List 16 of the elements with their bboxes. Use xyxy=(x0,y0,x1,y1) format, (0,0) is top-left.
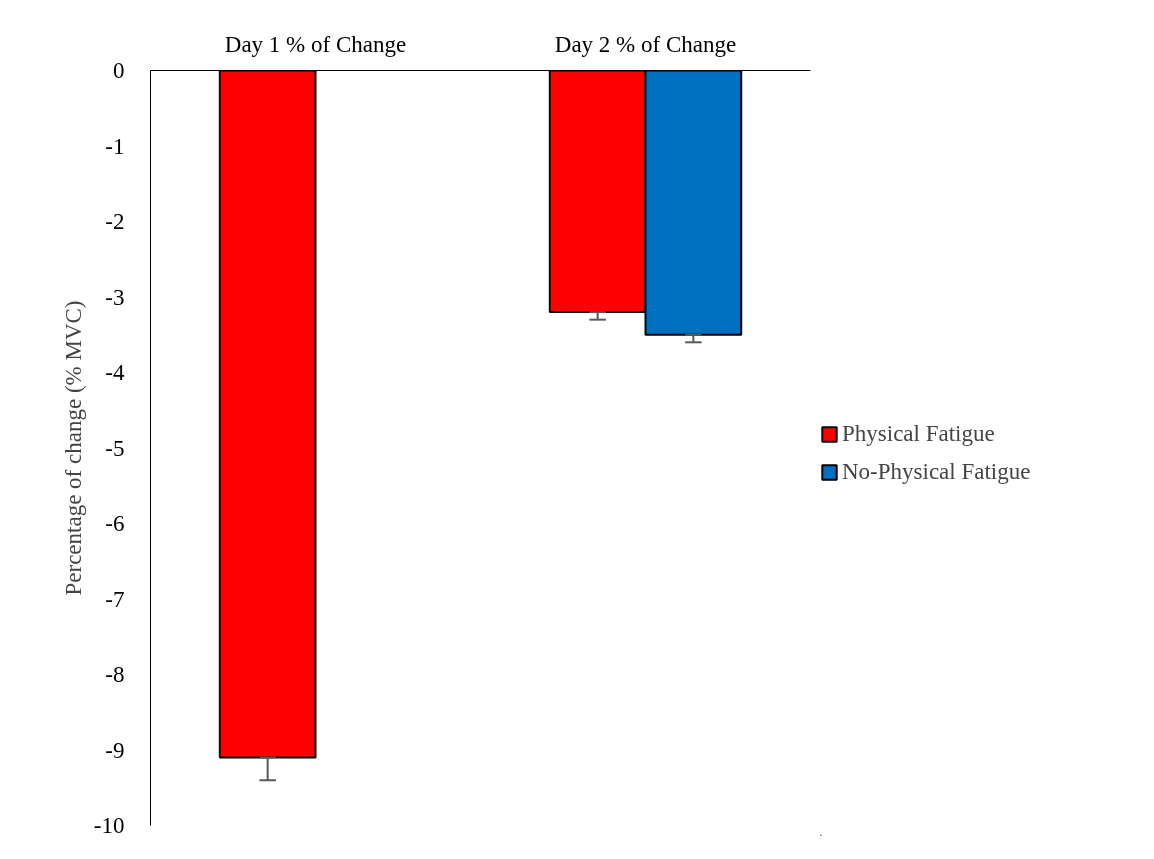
y-tick-label: -1 xyxy=(105,133,125,159)
y-tick-label: -3 xyxy=(105,284,125,310)
y-tick-label: -8 xyxy=(105,662,125,687)
y-tick-label: -6 xyxy=(105,511,125,536)
x-tick-label: Day 1 % of Change xyxy=(224,31,407,57)
y-tick-label: -5 xyxy=(105,435,125,461)
y-tick-label: -4 xyxy=(105,360,125,385)
legend-label: No-Physical Fatigue xyxy=(842,458,1031,485)
y-tick-label: -9 xyxy=(105,737,125,763)
y-axis-title: Percentage of change (% MVC) xyxy=(60,300,86,596)
y-tick-label: -2 xyxy=(105,209,125,234)
legend-label: Physical Fatigue xyxy=(842,420,995,447)
y-tick-label: 0 xyxy=(113,58,125,83)
y-tick-label: -10 xyxy=(93,813,125,838)
x-tick-label: Day 2 % of Change xyxy=(554,31,737,57)
y-tick-label: -7 xyxy=(105,586,125,612)
